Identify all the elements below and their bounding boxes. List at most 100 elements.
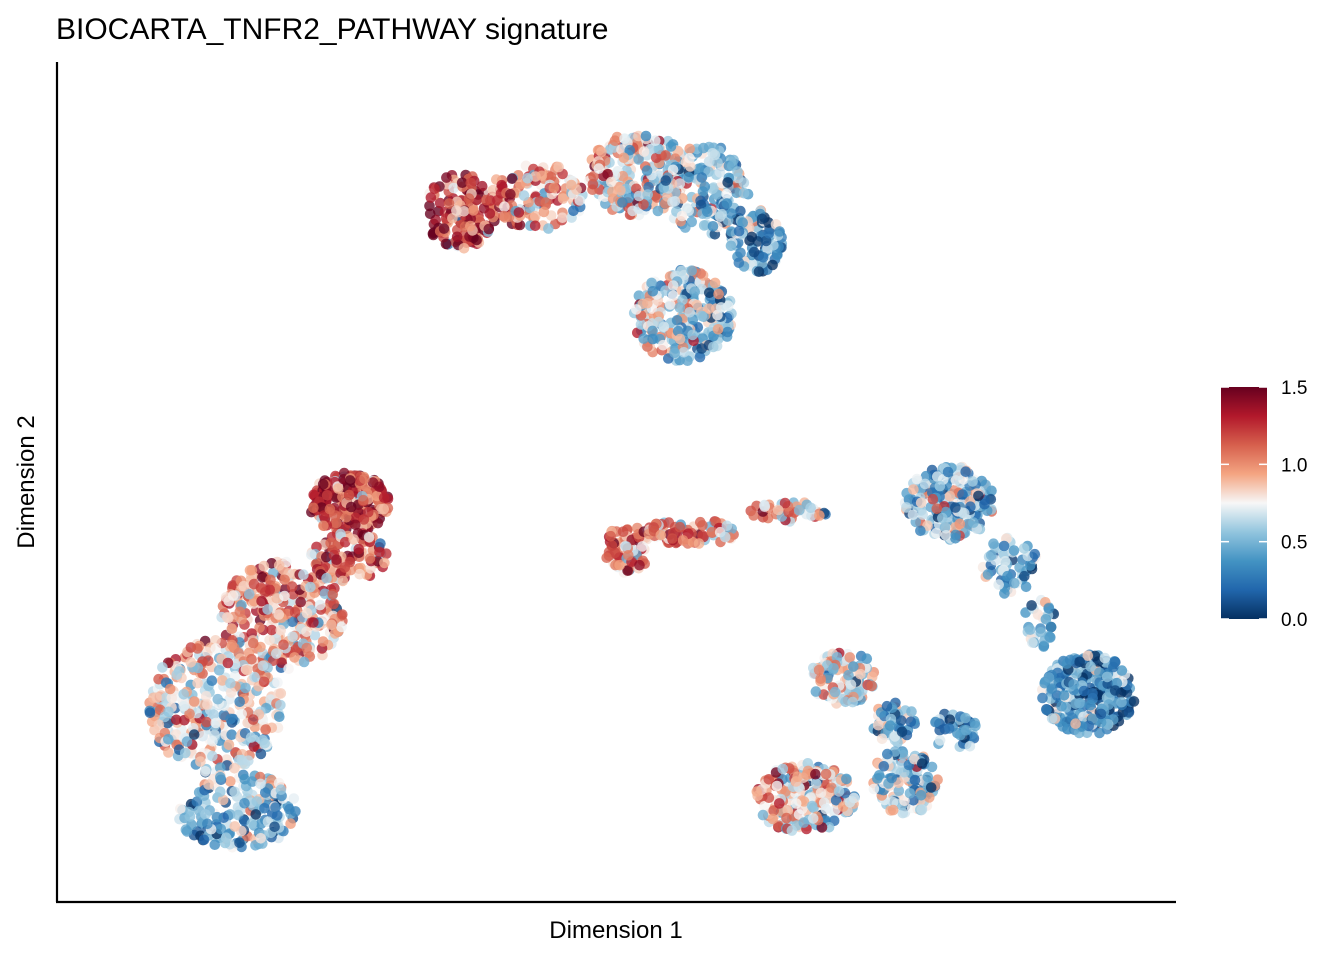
scatter-point (335, 528, 346, 540)
scatter-point (195, 756, 206, 767)
scatter-point (200, 809, 211, 820)
scatter-point (1087, 688, 1098, 699)
scatter-point (257, 572, 268, 583)
scatter-point (667, 533, 678, 544)
scatter-point (288, 793, 300, 804)
scatter-point (939, 521, 951, 533)
scatter-point (1026, 600, 1037, 611)
scatter-point (719, 531, 731, 543)
scatter-point (759, 800, 770, 812)
scatter-point (1095, 717, 1107, 728)
scatter-point (699, 181, 711, 192)
scatter-point (337, 575, 349, 587)
scatter-point (968, 517, 979, 528)
scatter-point (618, 152, 630, 164)
scatter-point (367, 477, 379, 488)
scatter-point (845, 679, 857, 690)
scatter-point (363, 506, 374, 518)
scatter-point (706, 526, 718, 538)
scatter-point (606, 176, 617, 188)
scatter-point (518, 190, 530, 201)
scatter-point (364, 553, 376, 564)
scatter-point (200, 691, 212, 702)
colorbar-tick-label: 1.0 (1281, 455, 1307, 476)
scatter-point (810, 768, 821, 780)
scatter-point (326, 619, 337, 631)
scatter-point (828, 663, 839, 674)
scatter-point (207, 736, 218, 747)
scatter-point (251, 796, 263, 807)
scatter-point (378, 503, 390, 515)
scatter-point (899, 795, 910, 807)
scatter-point (225, 678, 236, 689)
scatter-point (241, 665, 253, 676)
scatter-point (339, 562, 351, 573)
scatter-point (640, 130, 652, 142)
scatter-point (1095, 708, 1107, 720)
scatter-point (647, 325, 658, 337)
scatter-point (321, 572, 332, 584)
scatter-point (617, 526, 629, 537)
scatter-point (337, 609, 348, 620)
scatter-point (1116, 696, 1127, 708)
scatter-point (278, 639, 289, 651)
scatter-point (930, 716, 941, 728)
scatter-point (751, 786, 763, 797)
scatter-point (215, 762, 226, 773)
scatter-point (1108, 661, 1119, 673)
scatter-point (264, 634, 275, 646)
scatter-point (308, 617, 319, 628)
scatter-point (506, 173, 518, 184)
scatter-point (916, 804, 928, 815)
scatter-point (1057, 721, 1069, 732)
scatter-point (884, 720, 896, 731)
scatter-point (298, 656, 310, 668)
scatter-point (223, 739, 235, 751)
scatter-point (897, 807, 909, 819)
scatter-point (979, 498, 990, 510)
scatter-point (638, 333, 649, 344)
scatter-point (372, 517, 384, 529)
scatter-point (768, 805, 779, 816)
scatter-point (339, 536, 351, 548)
scatter-point (982, 569, 994, 580)
scatter-point (925, 782, 937, 793)
colorbar-tick-label: 1.5 (1281, 378, 1307, 399)
scatter-point (960, 725, 972, 736)
scatter-point (166, 692, 178, 704)
scatter-point (805, 502, 816, 514)
x-axis-label: Dimension 1 (549, 917, 682, 944)
scatter-point (901, 502, 912, 513)
scatter-point (289, 652, 300, 663)
scatter-point (722, 177, 733, 188)
scatter-point (210, 643, 222, 654)
scatter-point (693, 538, 705, 549)
scatter-point (287, 616, 298, 628)
scatter-point (907, 509, 919, 521)
scatter-point (623, 550, 634, 561)
scatter-point (841, 773, 852, 785)
scatter-point (973, 490, 984, 502)
scatter-point (694, 351, 706, 363)
scatter-point (255, 778, 266, 790)
scatter-point (557, 212, 568, 223)
scatter-point (748, 246, 760, 258)
scatter-point (660, 150, 671, 161)
scatter-point (1128, 696, 1140, 707)
scatter-point (806, 800, 818, 812)
scatter-point (781, 812, 792, 824)
scatter-point (617, 197, 628, 208)
scatter-point (499, 201, 510, 212)
scatter-point (358, 494, 369, 506)
scatter-point (222, 657, 234, 669)
scatter-point (733, 257, 745, 269)
scatter-point (906, 706, 917, 717)
scatter-point (348, 534, 360, 545)
scatter-point (222, 612, 233, 623)
scatter-point (331, 554, 342, 565)
scatter-point (375, 538, 386, 549)
scatter-point (188, 729, 200, 740)
scatter-point (806, 510, 817, 521)
scatter-point (641, 165, 653, 176)
scatter-point (815, 787, 827, 799)
